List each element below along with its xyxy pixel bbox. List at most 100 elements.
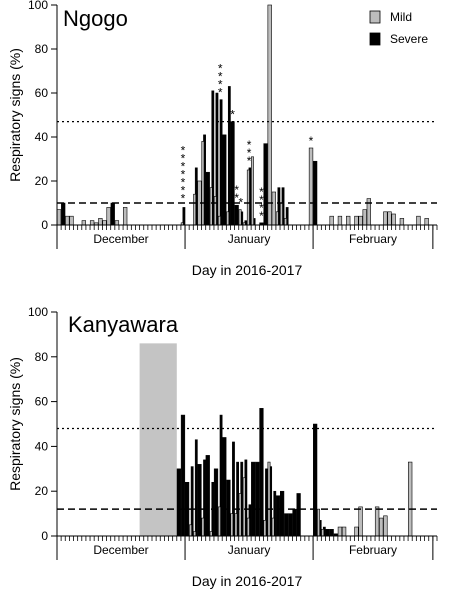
significance-asterisk: * <box>247 138 252 152</box>
bar-mild <box>122 207 128 226</box>
significance-asterisk: * <box>181 191 186 205</box>
significance-asterisk: * <box>218 86 223 100</box>
bar-mild <box>317 508 320 537</box>
x-axis-label: Day in 2016-2017 <box>192 573 303 589</box>
bar-severe <box>222 134 227 226</box>
month-label: January <box>228 232 271 246</box>
bar-mild <box>238 209 242 226</box>
bar-mild <box>246 169 250 226</box>
bar-mild <box>246 517 250 537</box>
bar-severe <box>182 207 186 226</box>
bar-severe <box>205 455 210 537</box>
bar-mild <box>56 209 62 226</box>
bar-mild <box>271 517 275 537</box>
bar-mild <box>193 531 197 537</box>
bar-severe <box>205 171 210 226</box>
y-tick-label: 80 <box>35 42 49 56</box>
significance-asterisk: * <box>218 78 223 92</box>
bar-mild <box>275 211 279 226</box>
significance-asterisk: * <box>259 193 264 207</box>
y-tick-label: 60 <box>35 395 49 409</box>
bar-mild <box>213 196 217 226</box>
bar-mild <box>69 215 74 226</box>
bar-severe <box>284 513 289 537</box>
bar-mild <box>416 215 421 226</box>
bar-severe <box>180 414 186 537</box>
bar-severe <box>226 479 231 537</box>
y-tick-label: 20 <box>35 174 49 188</box>
month-label: February <box>349 232 397 246</box>
bar-mild <box>106 207 111 226</box>
bar-severe <box>197 464 202 537</box>
bar-mild <box>201 141 205 226</box>
bar-severe <box>222 437 227 537</box>
month-label: December <box>93 232 148 246</box>
bar-mild <box>251 156 254 226</box>
bar-severe <box>255 461 260 537</box>
significance-asterisk: * <box>181 159 186 173</box>
significance-asterisk: * <box>218 62 223 76</box>
bar-mild <box>399 218 405 226</box>
significance-asterisk: * <box>181 151 186 165</box>
legend-label: Mild <box>390 10 412 24</box>
month-label: February <box>349 543 397 557</box>
bar-severe <box>288 513 293 537</box>
bar-mild <box>98 218 103 226</box>
bar-mild <box>267 4 272 226</box>
y-tick-label: 100 <box>28 0 48 12</box>
bar-severe <box>280 490 285 537</box>
y-axis-label: Respiratory signs (%) <box>7 357 23 491</box>
bar-mild <box>267 461 271 537</box>
bar-mild <box>354 215 359 226</box>
bar-mild <box>65 215 70 226</box>
significance-asterisk: * <box>234 191 239 205</box>
ngogo-panel: 0 20 40 60 80 100 December January February Day i… <box>7 0 438 278</box>
bar-severe <box>110 202 115 226</box>
bar-mild <box>341 526 347 537</box>
significance-asterisk: * <box>247 146 252 160</box>
bar-mild <box>263 520 267 537</box>
bar-mild <box>358 506 363 537</box>
bar-mild <box>362 209 367 226</box>
bar-mild <box>217 506 221 537</box>
y-tick-label: 40 <box>35 130 49 144</box>
significance-asterisk: * <box>181 167 186 181</box>
bar-mild <box>308 147 314 226</box>
bar-mild <box>374 506 380 537</box>
bar-mild <box>329 215 334 226</box>
kanyawara-panel: 0 20 40 60 80 100 December January February Day i… <box>7 305 438 589</box>
bar-severe <box>61 202 66 226</box>
bar-severe <box>176 468 181 537</box>
bar-mild <box>234 513 238 537</box>
significance-asterisk: * <box>309 134 314 148</box>
y-tick-label: 20 <box>35 484 49 498</box>
bar-mild <box>81 220 87 226</box>
bar-mild <box>193 193 197 226</box>
bar-mild <box>346 215 351 226</box>
significance-asterisk: * <box>181 175 186 189</box>
y-tick-label: 0 <box>41 218 48 232</box>
data-gap-region <box>139 343 177 536</box>
bar-severe <box>329 529 334 537</box>
significance-asterisk: * <box>259 209 264 223</box>
bar-mild <box>337 526 343 537</box>
bar-severe <box>213 468 219 537</box>
bar-mild <box>284 218 287 226</box>
significance-asterisk: * <box>238 196 243 210</box>
bar-mild <box>321 528 325 537</box>
significance-asterisk: * <box>218 70 223 84</box>
significance-asterisk: * <box>247 154 252 168</box>
significance-asterisk: * <box>230 108 235 122</box>
bar-mild <box>201 517 205 537</box>
bar-mild <box>209 531 213 537</box>
y-tick-label: 40 <box>35 439 49 453</box>
bar-mild <box>189 524 192 537</box>
bar-severe <box>194 439 198 537</box>
bar-severe <box>259 408 264 537</box>
bar-severe <box>219 99 223 226</box>
bar-mild <box>337 215 343 226</box>
bar-severe <box>296 493 301 537</box>
bar-mild <box>424 218 429 226</box>
significance-asterisk: * <box>259 201 264 215</box>
